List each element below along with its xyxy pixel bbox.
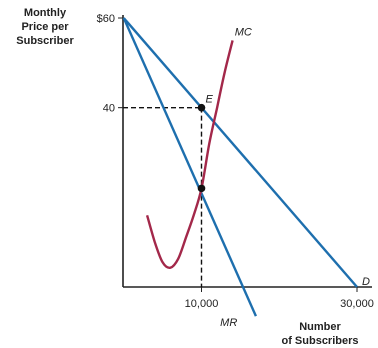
curve-label-d: D xyxy=(362,276,370,288)
x-axis-label-line-2: of Subscribers xyxy=(281,335,358,347)
d-line xyxy=(122,17,358,288)
plot-area: $60 40 10,000 30,000 E MC MR D xyxy=(97,13,374,329)
y-axis-label-line-2: Price per xyxy=(21,21,69,33)
y-tick-label-1: 40 xyxy=(103,103,115,115)
curve-label-mc: MC xyxy=(235,26,252,38)
x-axis-label-line-1: Number xyxy=(299,321,341,333)
y-axis-label-line-3: Subscriber xyxy=(16,35,74,47)
y-tick-label-0: $60 xyxy=(97,13,115,25)
curve-label-mr: MR xyxy=(220,317,237,329)
mc-curve xyxy=(145,40,234,270)
x-tick-label-0: 10,000 xyxy=(185,298,219,310)
y-axis-label-line-1: Monthly xyxy=(24,7,67,19)
point-e xyxy=(197,103,206,112)
mr-mc-intersection-point xyxy=(197,184,206,193)
mr-line xyxy=(122,17,258,317)
x-tick-label-1: 30,000 xyxy=(340,298,374,310)
curve-label-e: E xyxy=(206,94,214,106)
